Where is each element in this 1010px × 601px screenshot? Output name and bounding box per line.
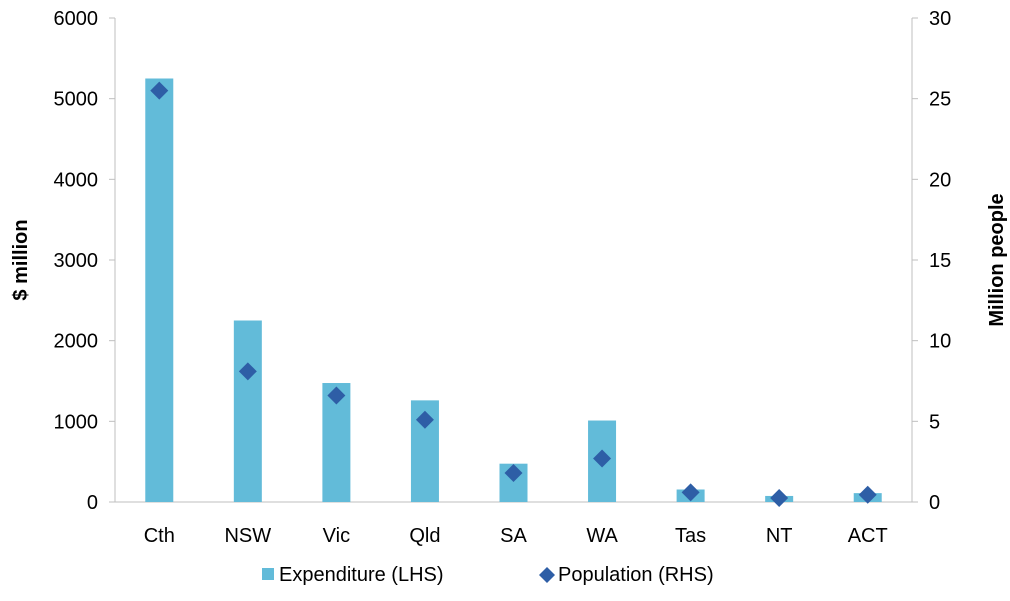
marker-tas [681,483,700,502]
left-tick-label: 0 [87,492,98,514]
left-tick-label: 2000 [54,331,99,353]
marker-sa [504,463,523,482]
legend-population-label: Population (RHS) [558,564,714,586]
right-tick-label: 0 [929,492,940,514]
bar-cth [145,78,174,502]
right-tick-label: 15 [929,250,951,272]
left-tick-label: 5000 [54,89,99,111]
right-tick-label: 25 [929,89,951,111]
left-tick-label: 1000 [54,411,99,433]
right-tick-label: 5 [929,411,940,433]
x-tick-label: Qld [409,525,440,547]
marker-cth [150,81,169,100]
right-axis-title: Million people [986,193,1008,326]
x-tick-label: NT [766,525,793,547]
right-tick-label: 20 [929,169,951,191]
x-tick-label: WA [586,525,618,547]
bar-series [145,78,882,502]
marker-nt [770,488,789,507]
legend-diamond-marker [539,567,555,583]
left-axis-ticks: 0 1000 2000 3000 4000 5000 6000 [54,8,115,514]
left-axis-title: $ million [10,219,32,300]
right-axis-ticks: 0 5 10 15 20 25 30 [912,8,951,514]
right-tick-label: 10 [929,331,951,353]
legend-expenditure-label: Expenditure (LHS) [279,564,444,586]
left-tick-label: 3000 [54,250,99,272]
marker-nsw [238,362,257,381]
marker-wa [593,449,612,468]
bar-nsw [233,320,262,502]
x-tick-label: SA [500,525,527,547]
legend: Expenditure (LHS) Population (RHS) [262,564,714,586]
marker-qld [415,410,434,429]
marker-series [150,81,877,507]
x-tick-label: ACT [848,525,888,547]
x-tick-label: Tas [675,525,706,547]
x-tick-label: NSW [224,525,271,547]
x-tick-label: Cth [144,525,175,547]
left-tick-label: 4000 [54,169,99,191]
marker-act [858,485,877,504]
x-tick-label: Vic [323,525,350,547]
right-tick-label: 30 [929,8,951,30]
marker-vic [327,386,346,405]
legend-bar-swatch [262,568,274,580]
left-tick-label: 6000 [54,8,99,30]
x-axis-labels: Cth NSW Vic Qld SA WA Tas NT ACT [144,525,888,547]
